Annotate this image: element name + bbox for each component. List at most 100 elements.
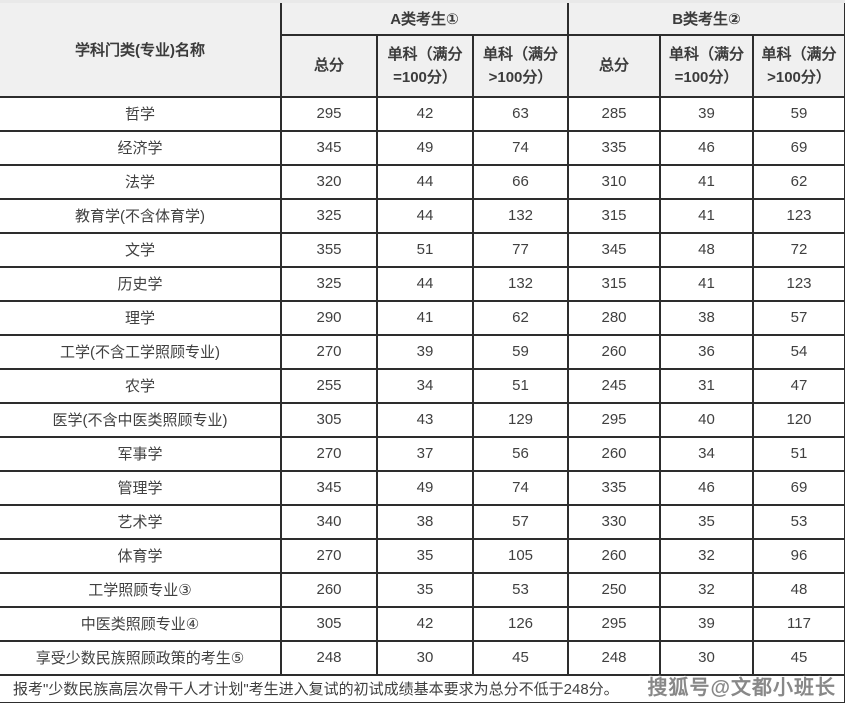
subheader-b-singleover100: 单科（满分>100分） — [752, 33, 845, 98]
score-cell: 335 — [567, 129, 661, 166]
score-cell: 105 — [472, 537, 569, 574]
footnote-text: 报考"少数民族高层次骨干人才计划"考生进入复试的初试成绩基本要求为总分不低于24… — [0, 673, 845, 703]
score-cell: 43 — [376, 401, 474, 438]
score-cell: 320 — [280, 163, 378, 200]
score-cell: 34 — [376, 367, 474, 404]
table-row: 享受少数民族照顾政策的考生⑤ 248 30 45 248 30 45 — [0, 639, 845, 676]
score-cell: 340 — [280, 503, 378, 540]
score-cell: 48 — [659, 231, 754, 268]
subheader-b-single100: 单科（满分=100分） — [659, 33, 754, 98]
table-row: 理学 290 41 62 280 38 57 — [0, 299, 845, 336]
score-cell: 35 — [376, 537, 474, 574]
category-cell: 农学 — [0, 367, 282, 404]
group-header-row: 学科门类(专业)名称 A类考生① B类考生② — [0, 0, 845, 98]
table-row: 农学 255 34 51 245 31 47 — [0, 367, 845, 404]
table-footer: 报考"少数民族高层次骨干人才计划"考生进入复试的初试成绩基本要求为总分不低于24… — [0, 673, 845, 703]
score-cell: 120 — [752, 401, 845, 438]
category-cell: 文学 — [0, 231, 282, 268]
category-cell: 法学 — [0, 163, 282, 200]
category-cell: 医学(不含中医类照顾专业) — [0, 401, 282, 438]
category-cell: 艺术学 — [0, 503, 282, 540]
score-cell: 330 — [567, 503, 661, 540]
score-cell: 41 — [659, 197, 754, 234]
score-cell: 69 — [752, 469, 845, 506]
score-cell: 44 — [376, 197, 474, 234]
score-cell: 35 — [659, 503, 754, 540]
score-cell: 123 — [752, 197, 845, 234]
score-cell: 126 — [472, 605, 569, 642]
score-cell: 117 — [752, 605, 845, 642]
score-cell: 355 — [280, 231, 378, 268]
score-cell: 74 — [472, 129, 569, 166]
score-cell: 260 — [567, 537, 661, 574]
category-cell: 工学照顾专业③ — [0, 571, 282, 608]
score-cell: 325 — [280, 265, 378, 302]
score-cell: 41 — [376, 299, 474, 336]
score-cell: 30 — [659, 639, 754, 676]
score-cell: 47 — [752, 367, 845, 404]
score-cell: 270 — [280, 333, 378, 370]
score-cell: 53 — [752, 503, 845, 540]
score-cell: 39 — [659, 605, 754, 642]
table-row: 经济学 345 49 74 335 46 69 — [0, 129, 845, 166]
score-cell: 290 — [280, 299, 378, 336]
category-column-header: 学科门类(专业)名称 — [0, 0, 282, 98]
score-cell: 34 — [659, 435, 754, 472]
table-row: 哲学 295 42 63 285 39 59 — [0, 95, 845, 132]
table-row: 工学(不含工学照顾专业) 270 39 59 260 36 54 — [0, 333, 845, 370]
score-cell: 49 — [376, 129, 474, 166]
score-cell: 74 — [472, 469, 569, 506]
score-cell: 32 — [659, 537, 754, 574]
score-cell: 123 — [752, 265, 845, 302]
category-cell: 管理学 — [0, 469, 282, 506]
score-cell: 285 — [567, 95, 661, 132]
score-cell: 345 — [567, 231, 661, 268]
score-cell: 57 — [472, 503, 569, 540]
score-cell: 46 — [659, 129, 754, 166]
score-cell: 59 — [752, 95, 845, 132]
score-cell: 69 — [752, 129, 845, 166]
category-cell: 工学(不含工学照顾专业) — [0, 333, 282, 370]
score-cell: 42 — [376, 605, 474, 642]
score-cell: 45 — [472, 639, 569, 676]
score-cell: 62 — [472, 299, 569, 336]
score-cell: 31 — [659, 367, 754, 404]
score-cell: 325 — [280, 197, 378, 234]
score-cell: 53 — [472, 571, 569, 608]
table-row: 文学 355 51 77 345 48 72 — [0, 231, 845, 268]
subheader-a-singleover100: 单科（满分>100分） — [472, 33, 569, 98]
score-cell: 41 — [659, 163, 754, 200]
table-row: 法学 320 44 66 310 41 62 — [0, 163, 845, 200]
score-cell: 49 — [376, 469, 474, 506]
score-cell: 72 — [752, 231, 845, 268]
footnote-row: 报考"少数民族高层次骨干人才计划"考生进入复试的初试成绩基本要求为总分不低于24… — [0, 673, 845, 703]
score-cell: 51 — [376, 231, 474, 268]
category-cell: 体育学 — [0, 537, 282, 574]
score-cell: 250 — [567, 571, 661, 608]
score-cell: 54 — [752, 333, 845, 370]
score-cell: 51 — [752, 435, 845, 472]
category-cell: 历史学 — [0, 265, 282, 302]
score-cell: 132 — [472, 265, 569, 302]
table-row: 医学(不含中医类照顾专业) 305 43 129 295 40 120 — [0, 401, 845, 438]
score-cell: 62 — [752, 163, 845, 200]
score-cell: 260 — [567, 333, 661, 370]
score-cell: 315 — [567, 197, 661, 234]
score-cell: 260 — [280, 571, 378, 608]
table-row: 军事学 270 37 56 260 34 51 — [0, 435, 845, 472]
score-cell: 42 — [376, 95, 474, 132]
category-cell: 理学 — [0, 299, 282, 336]
score-cell: 295 — [567, 401, 661, 438]
sub-header-row: 总分 单科（满分=100分） 单科（满分>100分） 总分 单科（满分=100分… — [0, 33, 845, 98]
score-cell: 51 — [472, 367, 569, 404]
score-cell: 305 — [280, 401, 378, 438]
score-cell: 315 — [567, 265, 661, 302]
score-cell: 39 — [659, 95, 754, 132]
score-cell: 35 — [376, 571, 474, 608]
score-cell: 248 — [280, 639, 378, 676]
score-cell: 335 — [567, 469, 661, 506]
score-cell: 245 — [567, 367, 661, 404]
score-cell: 255 — [280, 367, 378, 404]
category-cell: 军事学 — [0, 435, 282, 472]
